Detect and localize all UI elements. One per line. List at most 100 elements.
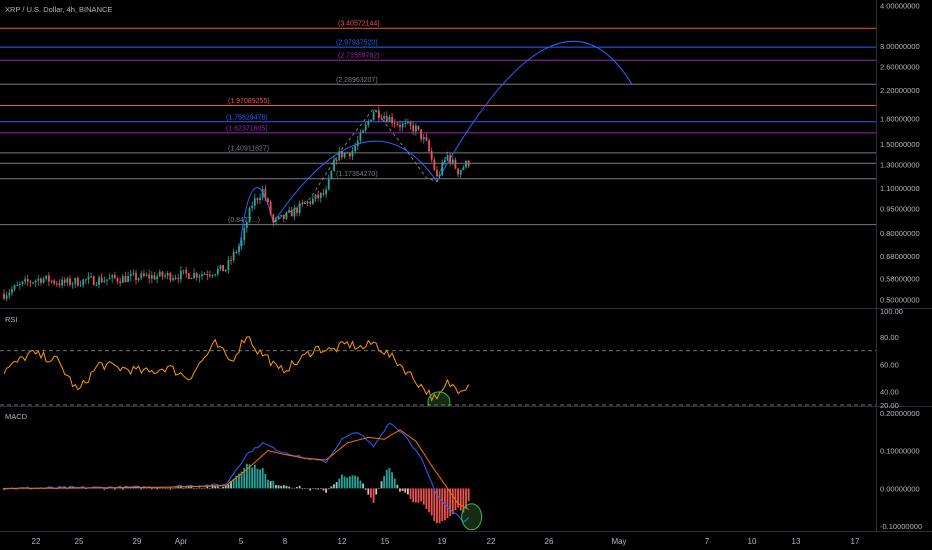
candle-body xyxy=(100,277,103,283)
candle-body xyxy=(40,278,42,283)
candle-body xyxy=(124,276,127,283)
price-levels: (3.40572144) (2.97937520) (2.71559782) (2.2… xyxy=(0,21,876,226)
macd-histogram-bar xyxy=(377,488,380,489)
candle-body xyxy=(148,274,151,279)
macd-histogram-bar xyxy=(222,486,225,489)
macd-histogram-bar xyxy=(182,488,185,490)
candle-body xyxy=(116,278,119,282)
macd-histogram-bar xyxy=(243,468,246,489)
macd-histogram-bar xyxy=(296,487,298,489)
candle-body xyxy=(121,276,124,283)
price-axis-tick-label: 3.00000000 xyxy=(880,42,920,51)
time-axis: 22 25 29 Apr 5 8 12 15 19 22 26 May 7 10 13 17 xyxy=(32,537,860,546)
candle-body xyxy=(438,174,441,176)
candle-body xyxy=(21,281,24,284)
macd-histogram-bar xyxy=(330,486,333,489)
candle-body xyxy=(372,112,375,120)
candle-body xyxy=(153,275,156,280)
macd-histogram-bar xyxy=(219,487,222,489)
macd-histogram-bar xyxy=(428,488,430,513)
time-axis-tick-label: May xyxy=(611,537,626,546)
projection-arc[interactable] xyxy=(238,187,274,254)
candle-body xyxy=(16,285,19,287)
candle-body xyxy=(161,271,164,277)
candle-body xyxy=(399,124,401,128)
candle-body xyxy=(335,159,338,161)
macd-axis-tick-label: 0.00000000 xyxy=(880,484,920,493)
candle-body xyxy=(203,274,206,276)
macd-histogram-bar xyxy=(227,484,230,489)
candle-body xyxy=(375,110,378,113)
candle-body xyxy=(451,159,454,164)
candle-body xyxy=(230,259,232,261)
price-axis-tick-label: 0.80000000 xyxy=(880,229,920,238)
candle-body xyxy=(5,295,8,299)
candle-body xyxy=(190,278,193,280)
candle-body xyxy=(32,282,34,284)
candle-body xyxy=(359,132,362,141)
candle-body xyxy=(267,198,269,202)
macd-histogram-bar xyxy=(401,488,404,491)
time-axis-tick-label: 19 xyxy=(438,537,447,546)
rsi-axis-tick-label: 40.00 xyxy=(880,387,899,396)
macd-histogram-bar xyxy=(113,488,116,490)
candle-body xyxy=(143,273,145,276)
candle-body xyxy=(135,273,137,280)
macd-histogram-bar xyxy=(214,485,217,489)
candle-body xyxy=(108,277,111,280)
price-level-label: (2.71559782) xyxy=(338,53,380,60)
candlestick-series xyxy=(3,106,470,302)
candle-body xyxy=(396,123,399,125)
macd-histogram-bar xyxy=(140,488,143,490)
chart-title: XRP / U.S. Dollar, 4h, BINANCE xyxy=(5,5,112,14)
candle-body xyxy=(238,246,240,252)
macd-histogram-bar xyxy=(399,488,401,492)
time-axis-tick-label: 7 xyxy=(705,537,710,546)
macd-histogram-bar xyxy=(290,487,293,489)
candle-body xyxy=(465,160,467,168)
candle-body xyxy=(356,140,359,147)
pattern-outline[interactable] xyxy=(273,107,448,223)
projection-arc[interactable] xyxy=(436,40,633,182)
candle-body xyxy=(459,169,462,175)
candle-body xyxy=(87,276,90,280)
macd-histogram-bar xyxy=(177,486,180,489)
macd-histogram-bar xyxy=(465,488,467,509)
candle-body xyxy=(298,203,301,213)
price-level-label: (1.40911827) xyxy=(228,145,269,152)
macd-histogram-bar xyxy=(351,475,354,489)
candle-body xyxy=(348,152,351,157)
projection-arc[interactable] xyxy=(272,140,438,223)
candle-body xyxy=(177,277,180,280)
candle-body xyxy=(164,275,166,277)
projection-arcs xyxy=(238,40,633,254)
candle-body xyxy=(224,269,227,272)
time-axis-tick-label: 12 xyxy=(338,537,347,546)
price-axis-tick-label: 2.20000000 xyxy=(880,86,920,95)
candle-body xyxy=(454,159,457,169)
rsi-highlight-circle[interactable] xyxy=(427,391,451,412)
macd-histogram-bar xyxy=(195,488,198,489)
macd-histogram-bar xyxy=(169,488,172,490)
price-axis-tick-label: 0.95000000 xyxy=(880,205,920,214)
macd-histogram-bar xyxy=(451,488,454,515)
macd-histogram-bar xyxy=(156,488,159,490)
macd-histogram-bar xyxy=(425,488,428,509)
macd-histogram-bar xyxy=(69,486,71,489)
candle-body xyxy=(8,292,11,296)
macd-highlight-circle[interactable] xyxy=(461,503,483,530)
macd-axis-tick-label: -0.10000000 xyxy=(880,522,922,531)
candle-body xyxy=(306,201,309,204)
candle-body xyxy=(404,122,407,124)
macd-histogram-bar xyxy=(251,467,254,489)
candle-body xyxy=(150,275,153,279)
time-axis-tick-label: 10 xyxy=(748,537,757,546)
macd-histogram-bar xyxy=(275,484,277,489)
macd-histogram-bar xyxy=(325,488,327,493)
candle-body xyxy=(385,116,388,122)
candle-body xyxy=(256,198,259,201)
macd-histogram-bar xyxy=(404,488,407,493)
candle-body xyxy=(259,197,261,201)
